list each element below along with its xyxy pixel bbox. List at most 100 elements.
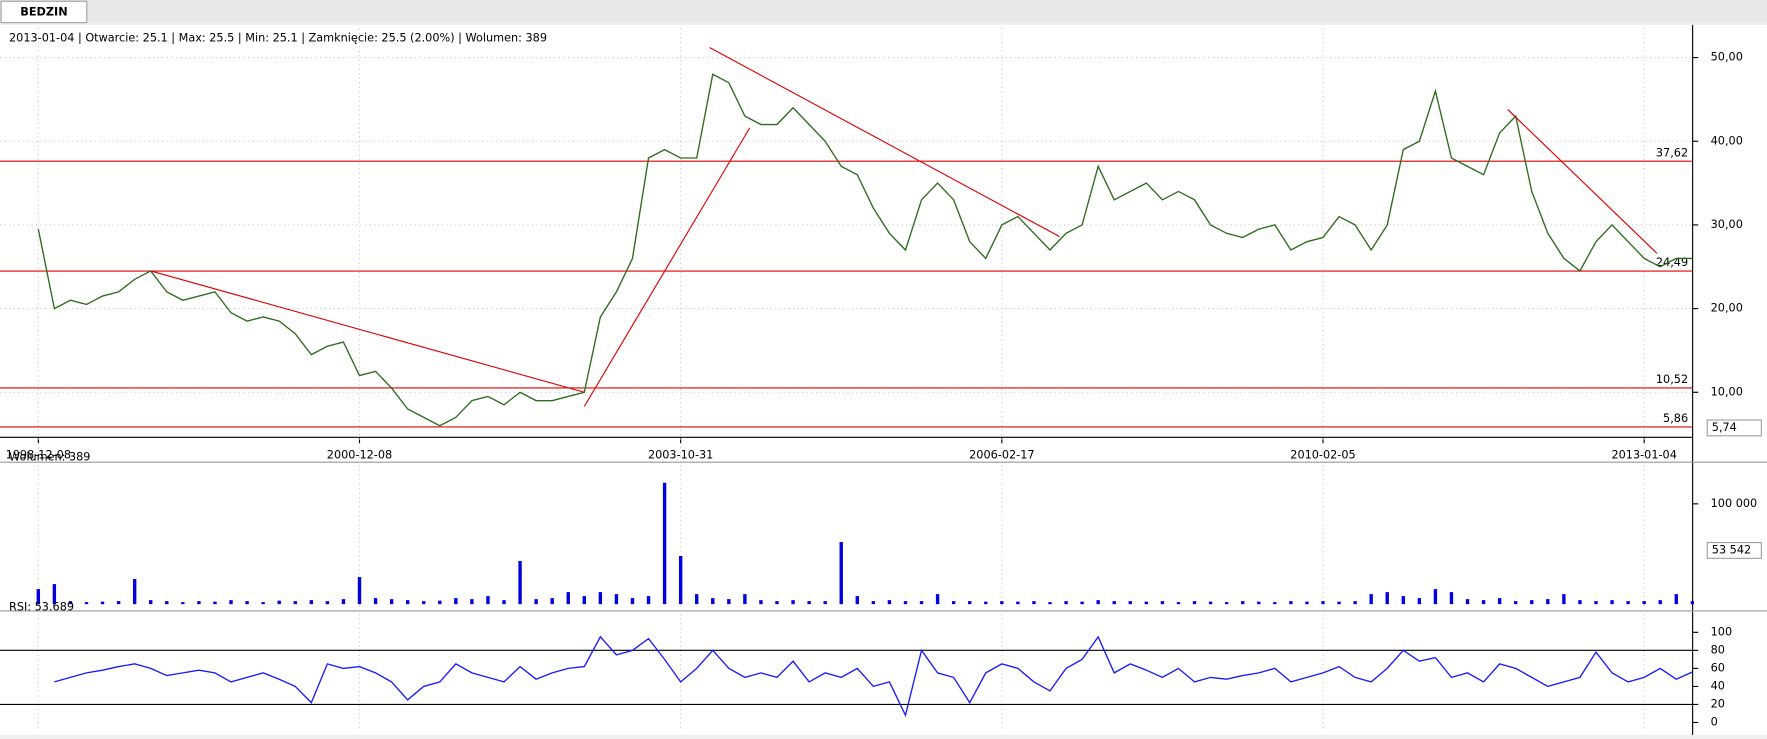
volume-bar	[52, 584, 57, 605]
level-label: 37,62	[1656, 146, 1688, 159]
volume-bar	[149, 600, 153, 605]
volume-bar	[727, 599, 731, 605]
volume-bar	[1690, 601, 1695, 605]
volume-bar	[711, 598, 715, 605]
level-label: 24,49	[1656, 256, 1688, 269]
volume-bar	[1674, 594, 1678, 605]
volume-bar	[1112, 601, 1116, 605]
volume-bar	[1305, 601, 1309, 605]
volume-bar	[678, 556, 683, 605]
y-tick-label: 50,00	[1711, 51, 1743, 64]
volume-bar	[1144, 601, 1149, 605]
x-tick-label: 2010-02-05	[1290, 448, 1355, 461]
x-tick-label: 1998-12-08	[6, 448, 71, 461]
volume-bar	[261, 602, 265, 605]
volume-bar	[614, 594, 619, 605]
y-tick-label: 20,00	[1711, 302, 1743, 315]
volume-bar	[1610, 600, 1614, 605]
series-line	[54, 635, 1693, 718]
volume-bar	[887, 600, 892, 605]
volume-bar	[1578, 600, 1582, 605]
cursor-box	[1706, 541, 1762, 559]
volume-bar	[1546, 599, 1550, 605]
volume-bar	[454, 598, 458, 605]
volume-bar	[245, 601, 249, 605]
volume-bar	[903, 601, 908, 605]
volume-bar	[550, 598, 554, 605]
volume-bar	[1481, 600, 1486, 605]
volume-bar	[1032, 601, 1036, 605]
y-tick-label: 100	[1711, 625, 1732, 638]
trend-line	[709, 47, 1060, 238]
tab-bar	[0, 0, 1767, 23]
tab-label[interactable]: BEDZIN	[20, 6, 67, 19]
cursor-box	[1706, 419, 1762, 437]
y-tick-label: 30,00	[1711, 218, 1743, 231]
volume-bar	[116, 601, 121, 605]
volume-bar	[807, 601, 811, 605]
volume-bar	[389, 599, 394, 605]
volume-bar	[1192, 601, 1197, 605]
trend-line	[583, 127, 751, 407]
volume-bar	[213, 601, 217, 605]
volume-bar	[534, 599, 538, 605]
trend-line	[150, 270, 585, 393]
volume-bar	[1417, 598, 1422, 605]
volume-bar	[1449, 592, 1454, 605]
volume-bar	[405, 600, 410, 605]
volume-bar	[1273, 602, 1277, 605]
volume-bar	[1224, 602, 1229, 605]
x-tick-label: 2006-02-17	[969, 448, 1034, 461]
volume-bar	[984, 601, 988, 605]
volume-bar	[1562, 594, 1566, 605]
volume-bar	[1514, 601, 1518, 605]
volume-bar	[1337, 601, 1341, 605]
volume-bar	[1048, 602, 1052, 605]
y-tick-label: 40,00	[1711, 134, 1743, 147]
volume-bar	[566, 592, 570, 605]
x-tick-label: 2000-12-08	[327, 448, 392, 461]
level-label: 5,86	[1663, 412, 1688, 425]
tab[interactable]	[0, 0, 88, 24]
y-tick-label: 60	[1711, 661, 1725, 674]
volume-bar	[1465, 599, 1470, 605]
volume-bar	[1497, 598, 1502, 605]
volume-bar	[598, 592, 603, 605]
y-tick-label: 10,00	[1711, 385, 1743, 398]
volume-bar	[759, 600, 763, 605]
volume-bar	[1289, 601, 1293, 605]
volume-bar	[1257, 601, 1261, 605]
volume-bar	[871, 601, 876, 605]
cursor-label: 53 542	[1712, 543, 1751, 556]
volume-bar	[1064, 601, 1068, 605]
volume-bar	[438, 600, 442, 605]
volume-bar	[1369, 594, 1373, 605]
volume-bar	[1594, 601, 1598, 605]
volume-bar	[935, 594, 940, 605]
volume-bar	[1658, 600, 1662, 605]
volume-bar	[197, 601, 201, 605]
y-tick-label: 20	[1711, 697, 1725, 710]
volume-bar	[839, 541, 843, 605]
panel-title: RSI: 53.689	[9, 601, 74, 614]
volume-bar	[1000, 601, 1004, 605]
volume-bar	[277, 600, 281, 605]
volume-bar	[1626, 601, 1630, 605]
panel-title: 2013-01-04 | Otwarcie: 25.1 | Max: 25.5 …	[9, 31, 547, 44]
cursor-label: 5,74	[1712, 421, 1737, 434]
y-tick-label: 80	[1711, 643, 1725, 656]
volume-bar	[1208, 601, 1213, 605]
volume-bar	[791, 600, 795, 605]
level-label: 10,52	[1656, 373, 1688, 386]
x-tick-label: 2013-01-04	[1611, 448, 1676, 461]
volume-bar	[1401, 596, 1405, 605]
volume-bar	[518, 561, 522, 605]
volume-bar	[1353, 601, 1357, 605]
volume-bar	[823, 601, 827, 605]
volume-bar	[582, 596, 586, 605]
y-tick-label: 0	[1711, 715, 1718, 728]
volume-bar	[502, 600, 506, 605]
volume-bar	[630, 598, 635, 605]
volume-bar	[341, 599, 346, 605]
volume-bar	[1176, 602, 1181, 605]
